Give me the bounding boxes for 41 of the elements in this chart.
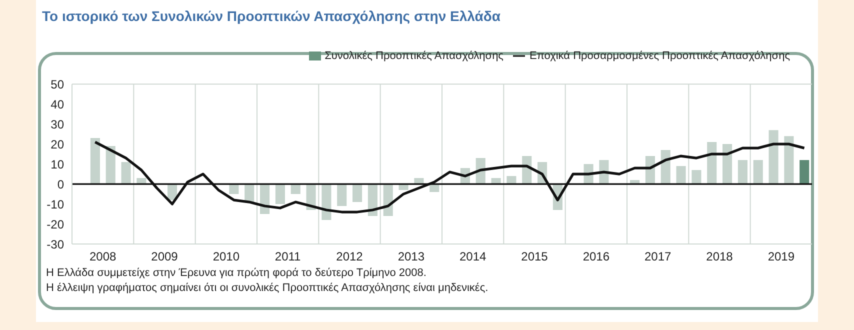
bar bbox=[738, 160, 748, 184]
bar bbox=[337, 184, 347, 206]
x-tick-label: 2013 bbox=[398, 250, 425, 264]
x-tick-label: 2017 bbox=[644, 250, 672, 264]
text: Η έλλειψη γραφήματος σημαίνει ότι οι συνολικές Προοπτικές Απασχόλησης είναι μηδενικές. bbox=[46, 281, 488, 296]
y-tick-label: 50 bbox=[50, 77, 64, 92]
bar bbox=[275, 184, 285, 204]
y-tick-label: -10 bbox=[46, 197, 64, 212]
x-tick-label: 2018 bbox=[706, 250, 734, 264]
bar bbox=[676, 166, 686, 184]
bar bbox=[722, 144, 732, 184]
chart-title: Το ιστορικό των Συνολικών Προοπτικών Απασχόλησης στην Ελλάδα bbox=[42, 8, 500, 24]
bar bbox=[121, 162, 131, 184]
y-tick-label: 40 bbox=[50, 97, 64, 112]
x-tick-label: 2016 bbox=[582, 250, 610, 264]
x-tick-label: 2008 bbox=[89, 250, 117, 264]
y-tick-label: 0 bbox=[57, 177, 64, 192]
y-tick-label: -30 bbox=[46, 237, 64, 252]
x-tick-label: 2011 bbox=[274, 250, 302, 264]
text: Η Ελλάδα συμμετείχε στην Έρευνα για πρώτη φορά το δεύτερο Τρίμηνο 2008. bbox=[46, 266, 428, 281]
y-tick-label: 20 bbox=[50, 137, 64, 152]
bar bbox=[768, 130, 778, 184]
x-tick-label: 2010 bbox=[212, 250, 240, 264]
x-tick-label: 2012 bbox=[336, 250, 364, 264]
bar bbox=[90, 138, 100, 184]
legend-label: Συνολικές Προοπτικές Απασχόλησης bbox=[324, 50, 504, 62]
bar bbox=[692, 170, 702, 184]
bar bbox=[707, 142, 717, 184]
x-tick-label: 2019 bbox=[768, 250, 795, 264]
y-tick-label: -20 bbox=[46, 217, 64, 232]
x-tick-label: 2009 bbox=[151, 250, 178, 264]
bar bbox=[784, 136, 794, 184]
x-tick-label: 2015 bbox=[521, 250, 548, 264]
bar bbox=[753, 160, 763, 184]
bar bbox=[229, 184, 239, 194]
x-tick-label: 2014 bbox=[459, 250, 487, 264]
legend-label: Εποχικά Προσαρμοσμένες Προοπτικές Απασχόλησης bbox=[529, 50, 790, 62]
bar bbox=[800, 160, 810, 184]
bar bbox=[352, 184, 362, 202]
y-tick-label: 30 bbox=[50, 117, 64, 132]
y-tick-label: 10 bbox=[50, 157, 64, 172]
